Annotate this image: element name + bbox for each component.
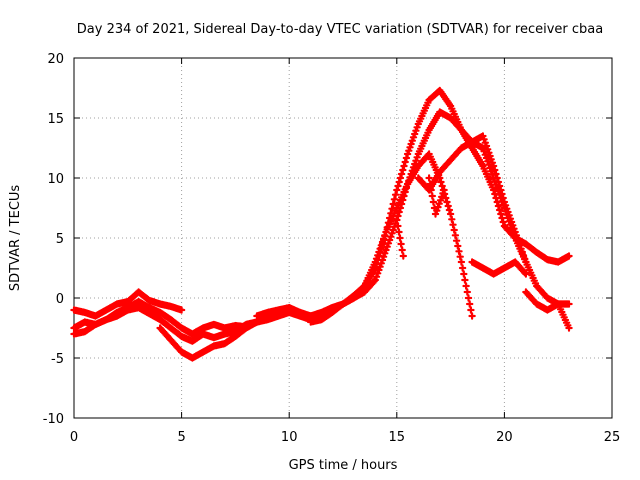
- x-axis-label: GPS time / hours: [289, 458, 398, 473]
- series-markers: [522, 288, 573, 314]
- series-markers: [70, 288, 186, 320]
- y-tick-label: 20: [47, 52, 64, 67]
- y-axis: -10 -5 0 5 10 15 20: [43, 52, 612, 427]
- series-markers: [393, 216, 407, 260]
- x-tick-label: 0: [70, 430, 78, 445]
- chart-title: Day 234 of 2021, Sidereal Day-to-day VTE…: [77, 22, 603, 37]
- series-track-1: [70, 288, 186, 320]
- x-tick-label: 25: [604, 430, 621, 445]
- y-tick-label: 5: [56, 232, 64, 247]
- series-track-8: [468, 258, 530, 278]
- x-tick-label: 5: [177, 430, 185, 445]
- series-track-6: [307, 86, 573, 326]
- series-track-11: [425, 174, 448, 218]
- series-markers: [425, 174, 448, 218]
- series-track-10: [393, 216, 407, 260]
- series-markers: [468, 258, 530, 278]
- grid-lines: [74, 58, 612, 418]
- y-axis-label: SDTVAR / TECUs: [8, 185, 23, 292]
- data-series: [70, 86, 573, 362]
- series-track-9: [522, 288, 573, 314]
- y-tick-label: 15: [47, 112, 64, 127]
- x-tick-label: 20: [496, 430, 513, 445]
- x-tick-label: 10: [281, 430, 298, 445]
- y-tick-label: -10: [43, 412, 64, 427]
- x-axis: 0 5 10 15 20 25: [70, 58, 620, 445]
- x-tick-label: 15: [389, 430, 406, 445]
- y-tick-label: 0: [56, 292, 64, 307]
- y-tick-label: -5: [51, 352, 64, 367]
- series-markers: [307, 86, 573, 326]
- y-tick-label: 10: [47, 172, 64, 187]
